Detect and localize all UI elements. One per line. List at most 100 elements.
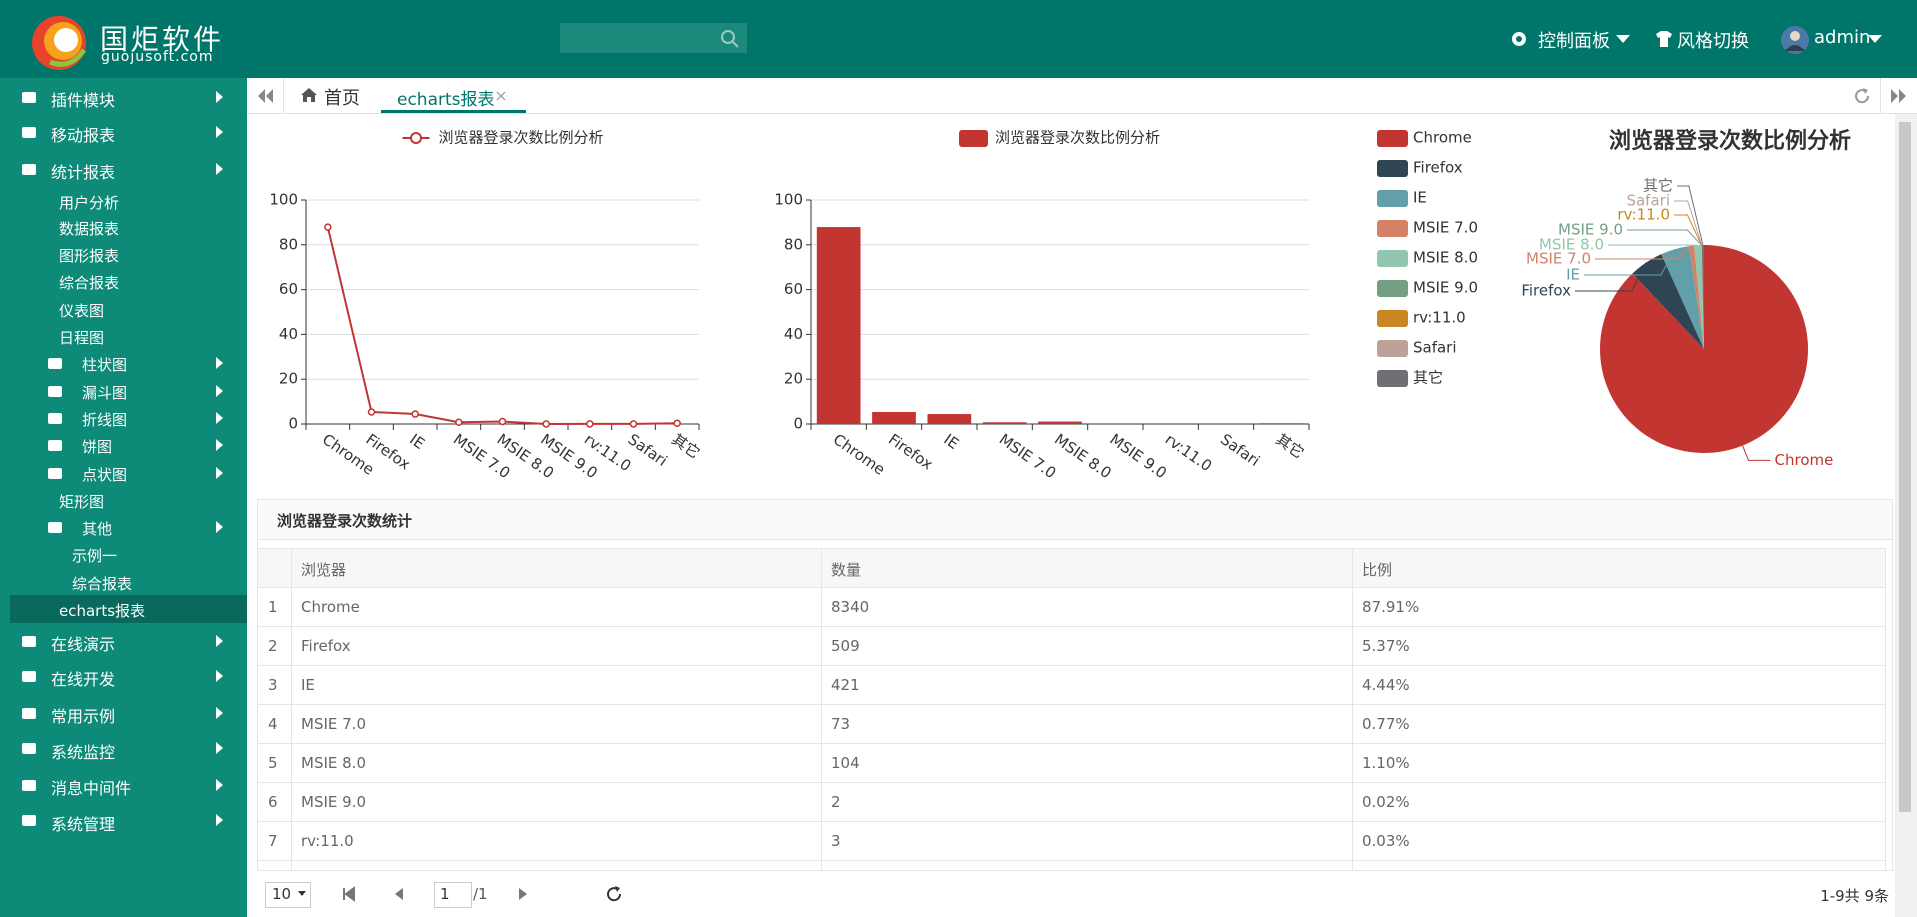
menu-item[interactable]: 系统监控 <box>51 742 116 762</box>
point <box>586 420 594 428</box>
menu-item[interactable]: 在线开发 <box>51 670 116 690</box>
table-cell: 6 <box>268 793 278 811</box>
legend-label: MSIE 9.0 <box>1413 279 1478 297</box>
nav-dashboard[interactable]: 控制面板 <box>1538 31 1610 52</box>
label-line <box>1674 200 1703 246</box>
icon-shape <box>22 671 36 683</box>
table-panel: 浏览器登录次数统计 浏览器 数量 比例 1 Chrome 8340 87.91% 2 Firef… <box>257 499 1893 872</box>
home-icon <box>301 88 317 102</box>
menu-item[interactable]: 漏斗图 <box>82 384 128 403</box>
icon-shape <box>22 163 36 175</box>
icon-shape <box>48 468 62 480</box>
table-cell: 0.02% <box>1362 793 1410 811</box>
point <box>542 420 550 428</box>
page-size[interactable] <box>265 882 311 908</box>
refresh-icon[interactable] <box>1852 86 1872 106</box>
menu-item[interactable]: 插件模块 <box>51 90 116 110</box>
menu-item[interactable]: 矩形图 <box>59 493 105 512</box>
arrow <box>216 385 223 398</box>
legend-label: 浏览器登录次数比例分析 <box>439 129 604 147</box>
legend-label: IE <box>1413 189 1427 207</box>
menu-item[interactable]: 图形报表 <box>59 247 120 266</box>
menu-item[interactable]: 用户分析 <box>59 193 120 212</box>
x-tick-label: MSIE 8.0 <box>1051 430 1115 482</box>
menu-item[interactable]: 移动报表 <box>51 126 116 146</box>
table: 浏览器 数量 比例 1 Chrome 8340 87.91% 2 Firefox 509 5.37%… <box>258 548 1886 871</box>
tab-home[interactable]: 首页 <box>324 88 360 109</box>
x-tick-label: 其它 <box>1272 430 1307 462</box>
legend-label: Firefox <box>1413 159 1463 177</box>
y-tick-label: 20 <box>279 370 298 388</box>
arrow <box>216 90 223 103</box>
tab-echarts[interactable]: echarts报表 <box>397 90 495 110</box>
menu-item[interactable]: 常用示例 <box>51 707 116 727</box>
label-line <box>1584 248 1676 276</box>
pager: 10 1 /1 1-9共 9条 <box>257 870 1895 917</box>
menu-item[interactable]: 综合报表 <box>59 274 120 293</box>
pie-slice <box>1689 245 1704 349</box>
y-tick-label: 40 <box>279 325 298 343</box>
point <box>673 419 681 427</box>
column-divider <box>1352 549 1353 871</box>
table-row <box>258 705 1886 744</box>
avatar[interactable] <box>1780 25 1810 55</box>
icon-shape <box>22 91 36 103</box>
page-number[interactable]: 1 <box>440 885 450 903</box>
table-cell: MSIE 8.0 <box>301 754 366 772</box>
y-tick-label: 80 <box>784 235 803 253</box>
y-tick-label: 0 <box>288 415 298 433</box>
menu-item[interactable]: 日程图 <box>59 329 105 348</box>
tab-left[interactable] <box>257 88 275 104</box>
label-line <box>1674 214 1702 246</box>
menu-arrow <box>216 385 223 398</box>
legend-swatch <box>959 130 988 147</box>
icon-shape <box>22 815 36 827</box>
menu-item[interactable]: 系统管理 <box>51 814 116 834</box>
menu-item[interactable]: 饼图 <box>82 438 113 457</box>
pager-refresh[interactable] <box>605 885 625 905</box>
menu-item[interactable]: 统计报表 <box>51 163 116 183</box>
table-row <box>258 822 1886 861</box>
menu-arrow <box>216 439 223 452</box>
menu-icon <box>22 671 36 683</box>
legend-label: Safari <box>1413 339 1457 357</box>
scroll-thumb[interactable] <box>1899 122 1911 812</box>
menu-item[interactable]: 消息中间件 <box>51 779 132 799</box>
legend-label: 其它 <box>1413 369 1443 387</box>
y-tick-label: 60 <box>784 280 803 298</box>
tab-close[interactable] <box>496 91 506 101</box>
arrow <box>216 520 223 533</box>
point <box>629 420 638 428</box>
menu-item[interactable]: 点状图 <box>82 466 128 485</box>
x-tick-label: MSIE 7.0 <box>996 430 1060 482</box>
menu-item[interactable]: 在线演示 <box>51 635 116 655</box>
page-input[interactable] <box>434 882 472 908</box>
menu-item[interactable]: 折线图 <box>82 411 128 430</box>
legend-swatch <box>1377 310 1408 327</box>
nav-user[interactable]: admin <box>1814 27 1871 48</box>
menu-item[interactable]: 柱状图 <box>82 356 128 375</box>
menu-item[interactable]: 数据报表 <box>59 220 120 239</box>
nav-theme[interactable]: 风格切换 <box>1677 31 1749 52</box>
arrow <box>216 706 223 719</box>
arrow <box>216 742 223 755</box>
page-size-value[interactable]: 10 <box>272 885 292 903</box>
divider <box>1880 78 1881 113</box>
pager-buttons[interactable] <box>341 885 541 905</box>
menu-item[interactable]: 仪表图 <box>59 302 105 321</box>
menu-arrow <box>216 126 223 139</box>
label-line <box>1627 229 1702 246</box>
menu-item[interactable]: 其他 <box>82 519 113 538</box>
pie-slice <box>1632 254 1704 349</box>
table-cell: 104 <box>831 754 860 772</box>
table-cell: 3 <box>268 676 278 694</box>
search-icon[interactable] <box>720 29 740 49</box>
search-box[interactable] <box>560 23 747 53</box>
tab-right[interactable] <box>1890 88 1908 104</box>
menu-item[interactable]: echarts报表 <box>59 601 146 620</box>
menu-icon <box>22 127 36 139</box>
menu-item[interactable]: 示例一 <box>72 546 118 565</box>
menu-item[interactable]: 综合报表 <box>72 574 133 593</box>
menu-icon <box>22 91 36 103</box>
legend-swatch <box>1377 190 1408 207</box>
